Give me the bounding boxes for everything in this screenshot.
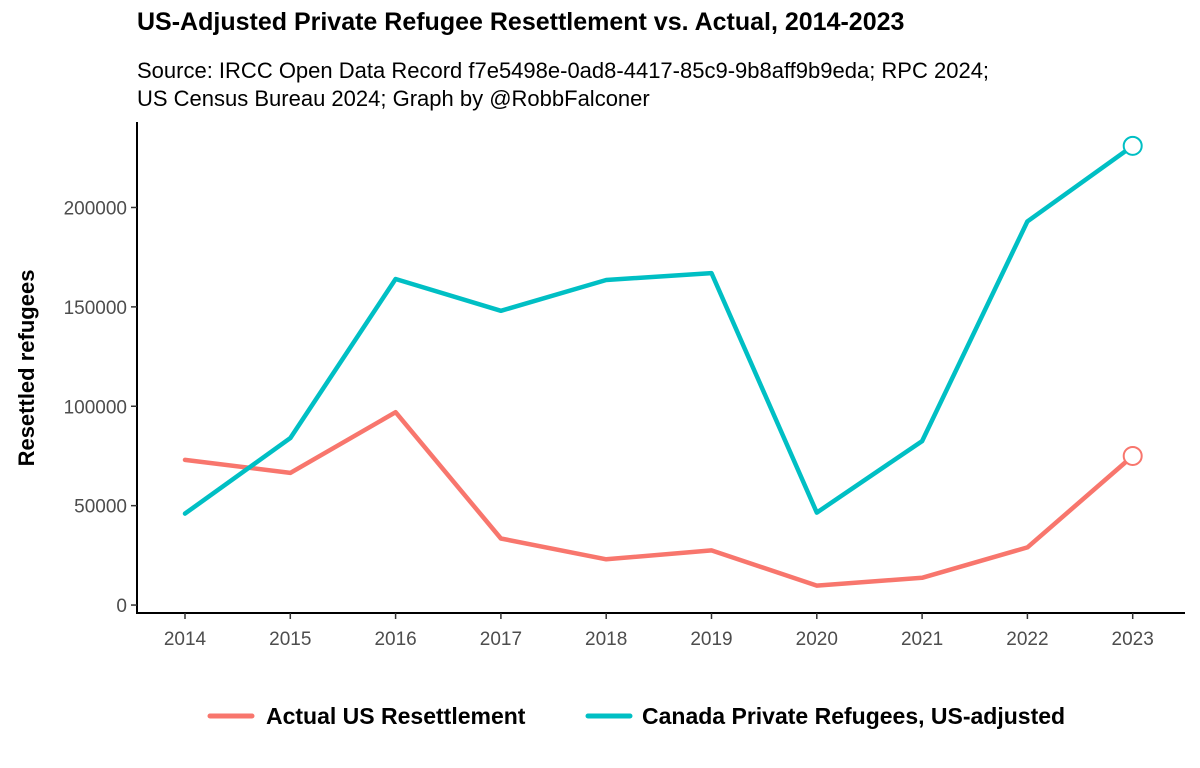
y-axis-title: Resettled refugees <box>14 270 39 467</box>
legend: Actual US Resettlement Canada Private Ref… <box>207 703 1065 729</box>
x-tick-label: 2014 <box>164 629 207 650</box>
x-tick-label: 2015 <box>269 629 311 650</box>
y-tick-label: 100000 <box>64 397 127 418</box>
chart-title: US-Adjusted Private Refugee Resettlement… <box>137 8 905 36</box>
chart-subtitle-line-2: US Census Bureau 2024; Graph by @RobbFal… <box>137 86 650 111</box>
y-tick-label: 150000 <box>64 298 127 319</box>
x-tick-label: 2018 <box>585 629 627 650</box>
legend-label-0: Actual US Resettlement <box>266 703 526 729</box>
y-tick-label: 0 <box>116 596 127 617</box>
series-end-marker-0 <box>1122 445 1143 466</box>
series-layer <box>182 135 1143 588</box>
y-tick-label: 200000 <box>64 198 127 219</box>
x-tick-label: 2021 <box>901 629 943 650</box>
chart-subtitle-line-1: Source: IRCC Open Data Record f7e5498e-0… <box>137 58 990 83</box>
x-tick-label: 2022 <box>1006 629 1048 650</box>
series-line-1 <box>182 143 1135 516</box>
legend-label-1: Canada Private Refugees, US-adjusted <box>642 703 1065 729</box>
y-tick-label: 50000 <box>74 497 127 518</box>
series-end-marker-1 <box>1122 135 1143 156</box>
series-line-0 <box>182 409 1135 588</box>
x-tick-label: 2019 <box>690 629 732 650</box>
x-tick-label: 2016 <box>374 629 416 650</box>
x-tick-label: 2023 <box>1112 629 1154 650</box>
axes: 0 50000 100000 150000 200000 2014 2015 2016 2017… <box>64 122 1185 650</box>
x-tick-label: 2017 <box>480 629 522 650</box>
x-tick-label: 2020 <box>796 629 838 650</box>
